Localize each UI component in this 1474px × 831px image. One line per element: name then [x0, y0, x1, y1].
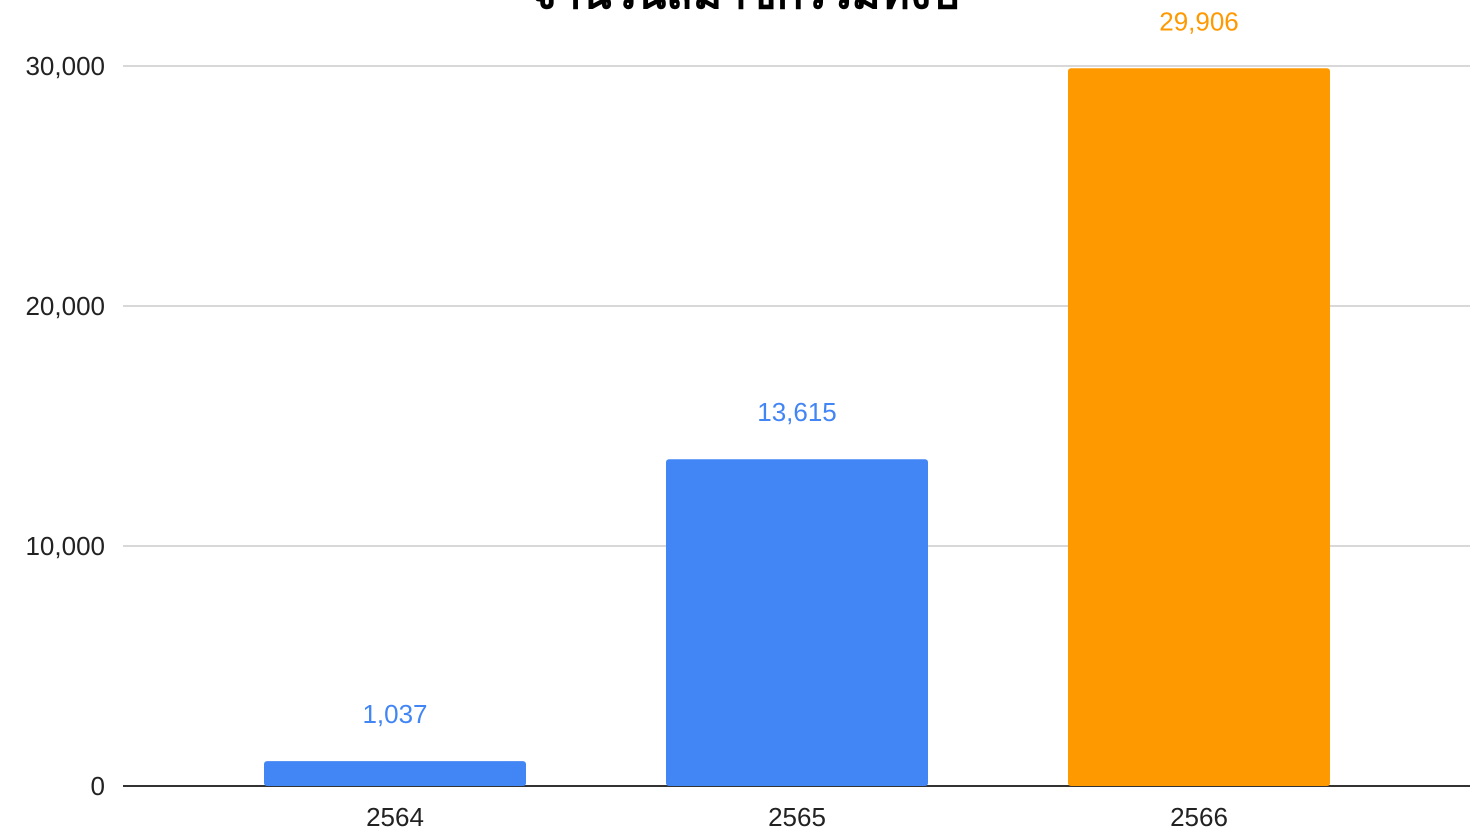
bar: [666, 459, 928, 786]
bar: [1068, 68, 1330, 787]
chart-title: จำนวนสมาชิกรวมทั้งปี: [531, 0, 959, 18]
y-tick-label: 10,000: [25, 531, 105, 561]
x-tick-label: 2565: [768, 802, 826, 831]
y-tick-label: 0: [91, 771, 105, 801]
y-tick-label: 30,000: [25, 51, 105, 81]
value-label: 29,906: [1159, 6, 1239, 36]
x-tick-label: 2566: [1170, 802, 1228, 831]
y-tick-label: 20,000: [25, 291, 105, 321]
x-tick-label: 2564: [366, 802, 424, 831]
value-label: 1,037: [362, 699, 427, 729]
value-label: 13,615: [757, 397, 837, 427]
bar: [264, 761, 526, 786]
